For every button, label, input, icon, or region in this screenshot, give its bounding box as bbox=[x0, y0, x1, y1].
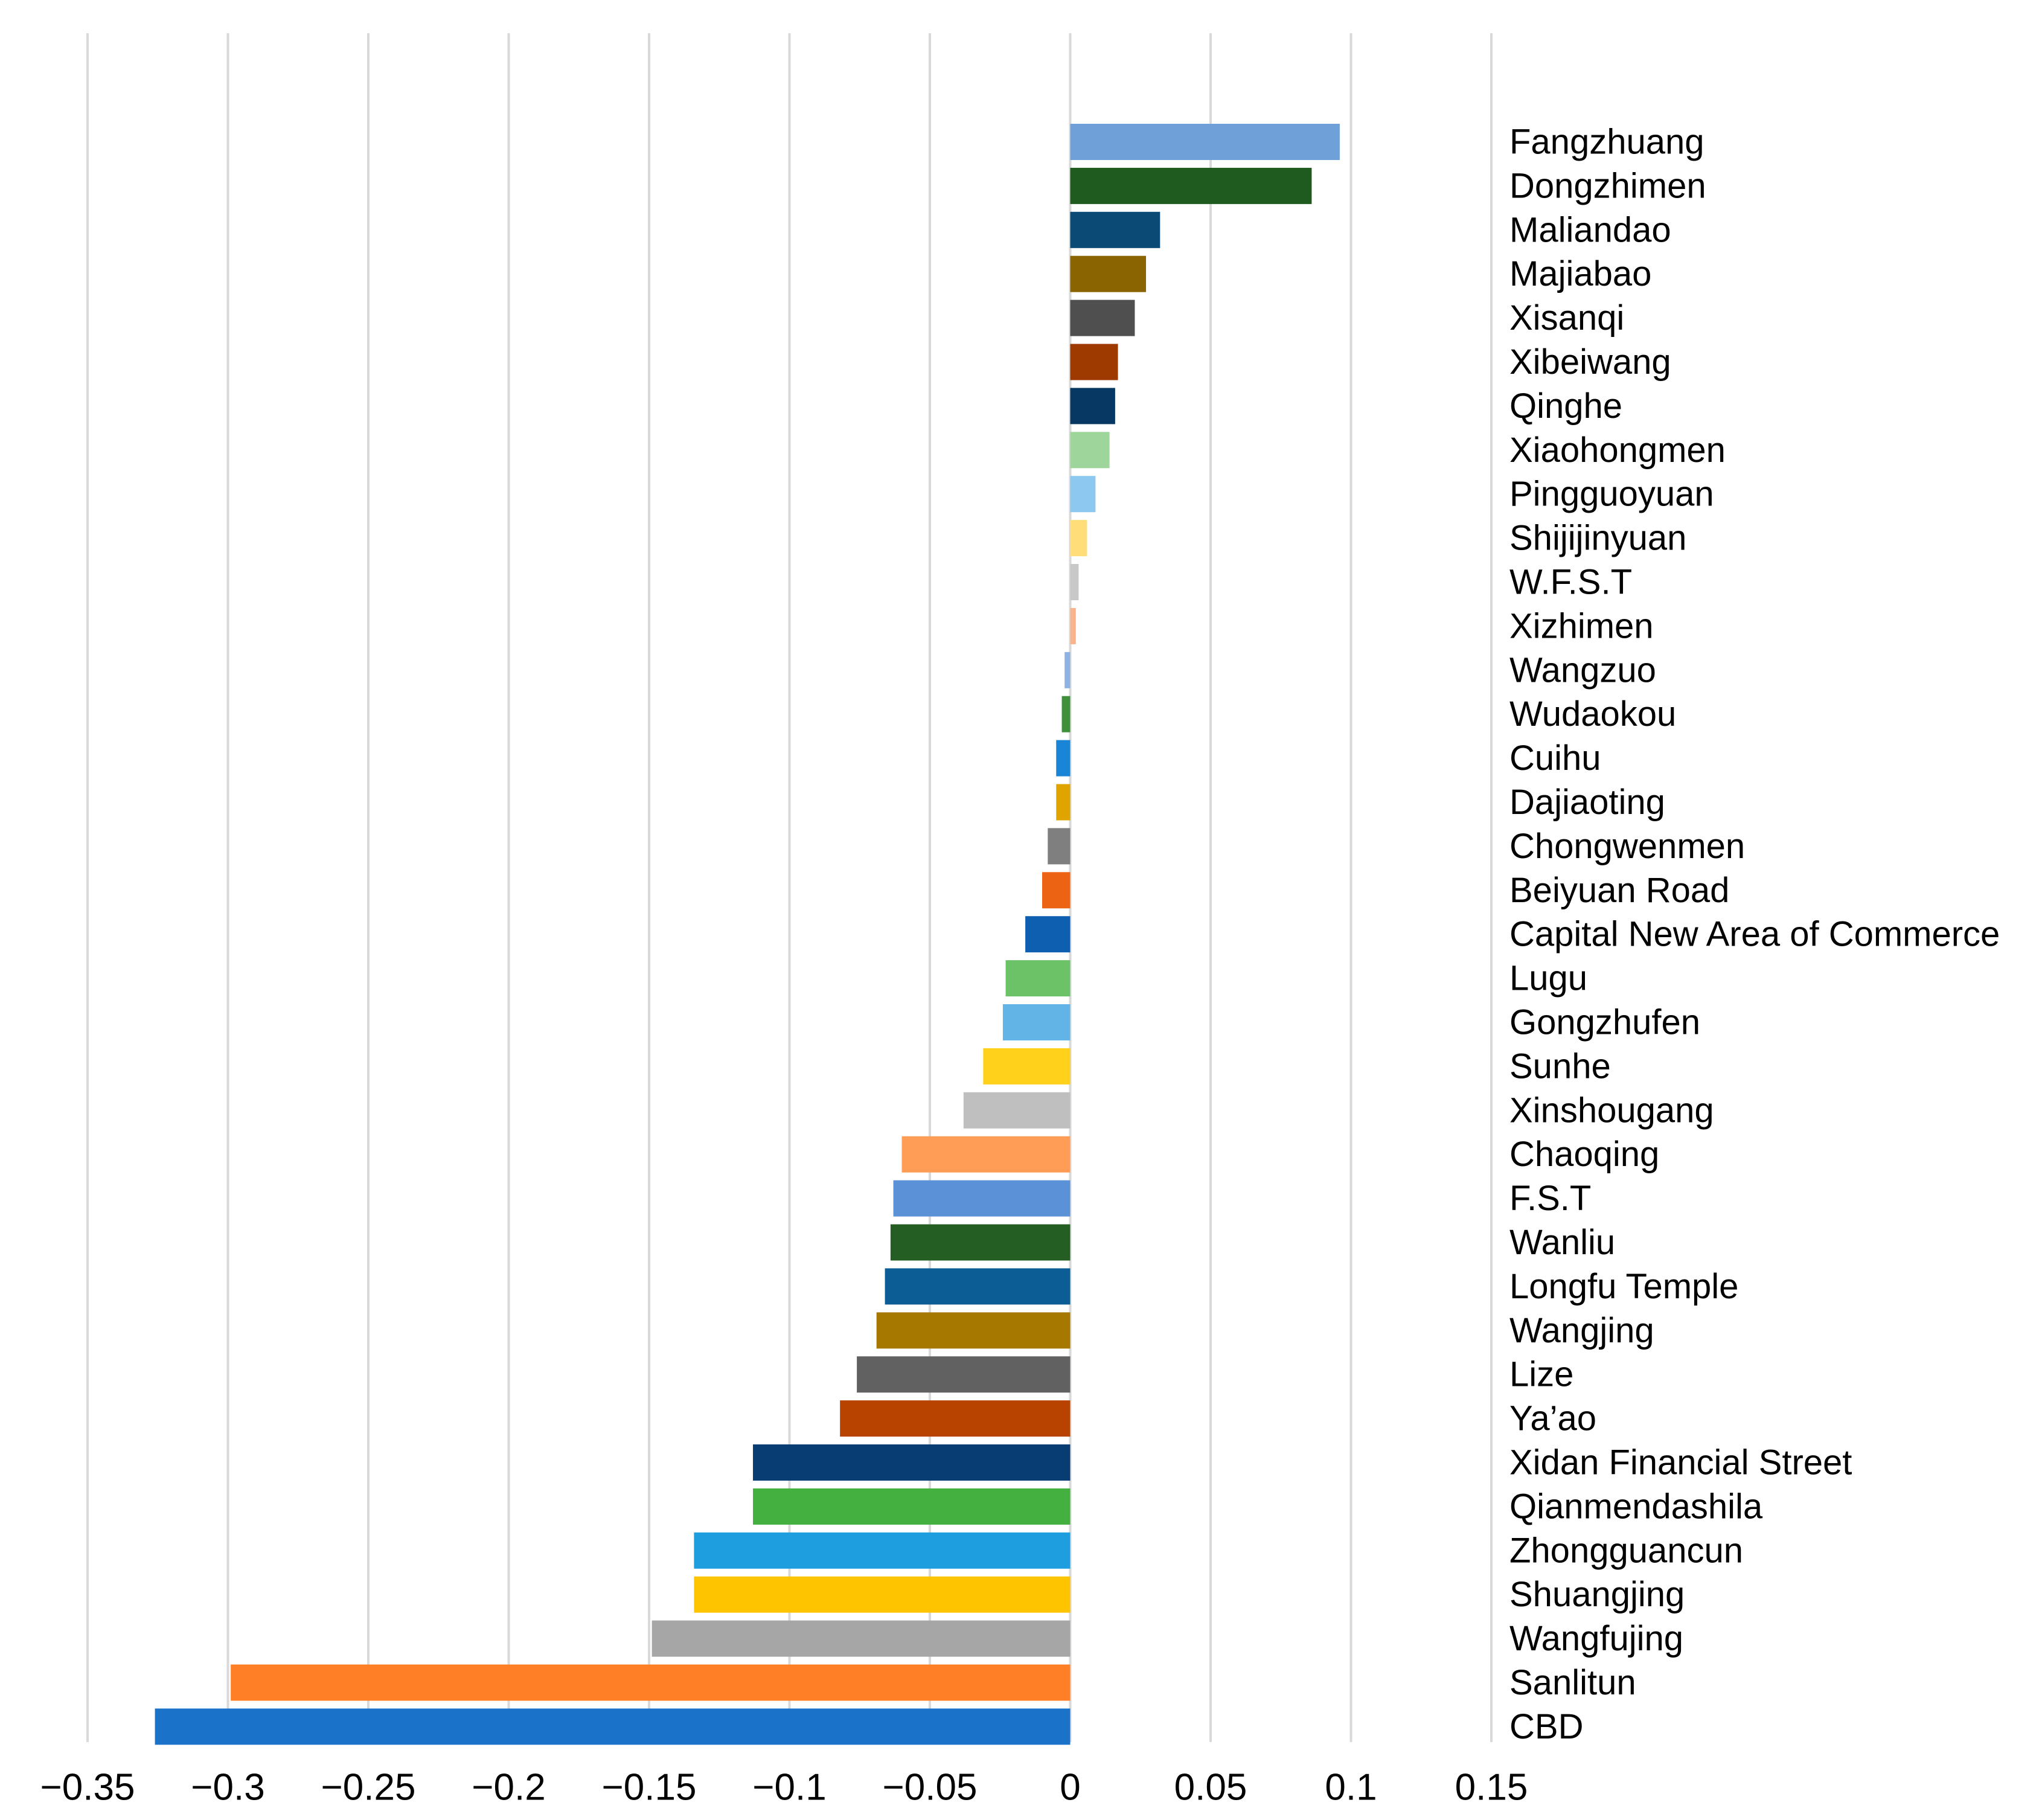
bar-23 bbox=[901, 1136, 1071, 1173]
bar-29 bbox=[840, 1400, 1071, 1437]
bar-24 bbox=[893, 1180, 1071, 1217]
category-label-22: Xinshougang bbox=[1509, 1091, 1714, 1130]
category-label-36: CBD bbox=[1509, 1707, 1583, 1746]
category-label-28: Lize bbox=[1509, 1355, 1573, 1394]
bar-30 bbox=[753, 1444, 1071, 1481]
x-tick-label-1: −0.3 bbox=[191, 1767, 264, 1809]
category-label-3: Majiabao bbox=[1509, 254, 1651, 293]
bar-20 bbox=[1002, 1004, 1071, 1040]
bar-36 bbox=[155, 1708, 1071, 1745]
category-label-16: Chongwenmen bbox=[1509, 827, 1745, 866]
bar-33 bbox=[694, 1576, 1071, 1613]
x-tick-label-3: −0.2 bbox=[472, 1767, 545, 1809]
x-tick-label-0: −0.35 bbox=[40, 1767, 135, 1809]
bar-7 bbox=[1070, 432, 1110, 469]
category-label-11: Xizhimen bbox=[1509, 606, 1654, 646]
category-label-29: Ya’ao bbox=[1509, 1399, 1596, 1438]
category-label-33: Shuangjing bbox=[1509, 1575, 1685, 1614]
category-label-8: Pingguoyuan bbox=[1509, 475, 1714, 514]
bar-32 bbox=[694, 1532, 1071, 1569]
bar-10 bbox=[1070, 564, 1079, 600]
category-label-6: Qinghe bbox=[1509, 386, 1622, 426]
bar-5 bbox=[1070, 344, 1118, 380]
x-tick-label-2: −0.25 bbox=[321, 1767, 416, 1809]
bar-17 bbox=[1042, 872, 1071, 909]
category-label-32: Zhongguancun bbox=[1509, 1531, 1743, 1570]
x-tick-label-4: −0.15 bbox=[602, 1767, 697, 1809]
category-label-4: Xisanqi bbox=[1509, 298, 1624, 338]
bar-16 bbox=[1048, 828, 1071, 865]
category-label-30: Xidan Financial Street bbox=[1509, 1443, 1852, 1482]
category-label-26: Longfu Temple bbox=[1509, 1267, 1738, 1306]
category-label-9: Shijijinyuan bbox=[1509, 519, 1686, 558]
category-label-31: Qianmendashila bbox=[1509, 1487, 1763, 1526]
bar-35 bbox=[231, 1664, 1071, 1701]
category-label-25: Wanliu bbox=[1509, 1223, 1615, 1262]
x-tick-label-6: −0.05 bbox=[883, 1767, 978, 1809]
x-tick-label-9: 0.1 bbox=[1325, 1767, 1377, 1809]
bar-15 bbox=[1056, 784, 1071, 821]
category-label-0: Fangzhuang bbox=[1509, 123, 1704, 162]
bar-19 bbox=[1005, 960, 1071, 997]
bar-26 bbox=[885, 1268, 1071, 1305]
x-axis-ticks: −0.35 −0.3 −0.25 −0.2 −0.15 −0.1 −0.05 0 0.05 0.1… bbox=[40, 1767, 1528, 1809]
category-labels: Fangzhuang Dongzhimen Maliandao Majiabao Xis… bbox=[1509, 123, 2000, 1746]
bar-11 bbox=[1070, 607, 1076, 644]
bar-8 bbox=[1070, 476, 1096, 513]
bars bbox=[155, 124, 1340, 1745]
category-label-35: Sanlitun bbox=[1509, 1663, 1636, 1702]
bar-2 bbox=[1070, 211, 1160, 248]
category-label-23: Chaoqing bbox=[1509, 1135, 1659, 1174]
bar-3 bbox=[1070, 255, 1147, 292]
category-label-5: Xibeiwang bbox=[1509, 342, 1671, 382]
bar-6 bbox=[1070, 388, 1115, 425]
category-label-19: Lugu bbox=[1509, 959, 1587, 998]
bar-21 bbox=[983, 1048, 1071, 1085]
bar-25 bbox=[890, 1224, 1071, 1261]
category-label-2: Maliandao bbox=[1509, 210, 1671, 249]
bar-18 bbox=[1025, 916, 1071, 953]
bar-14 bbox=[1056, 740, 1071, 777]
category-label-1: Dongzhimen bbox=[1509, 166, 1706, 205]
bar-28 bbox=[857, 1356, 1071, 1393]
category-label-14: Cuihu bbox=[1509, 739, 1601, 778]
category-label-13: Wudaokou bbox=[1509, 694, 1676, 734]
category-label-17: Beiyuan Road bbox=[1509, 871, 1729, 910]
bar-4 bbox=[1070, 300, 1135, 336]
category-label-27: Wangjing bbox=[1509, 1311, 1654, 1350]
category-label-7: Xiaohongmen bbox=[1509, 431, 1726, 470]
x-tick-label-5: −0.1 bbox=[752, 1767, 826, 1809]
category-label-18: Capital New Area of Commerce bbox=[1509, 915, 2000, 954]
bar-31 bbox=[753, 1488, 1071, 1525]
category-label-12: Wangzuo bbox=[1509, 650, 1656, 690]
x-tick-label-7: 0 bbox=[1060, 1767, 1080, 1809]
bar-13 bbox=[1061, 696, 1071, 732]
bar-27 bbox=[876, 1312, 1071, 1349]
category-label-20: Gongzhufen bbox=[1509, 1003, 1700, 1042]
x-tick-label-10: 0.15 bbox=[1455, 1767, 1528, 1809]
x-tick-label-8: 0.05 bbox=[1174, 1767, 1247, 1809]
category-label-10: W.F.S.T bbox=[1509, 563, 1632, 602]
bar-0 bbox=[1070, 124, 1340, 160]
gridlines bbox=[86, 33, 1493, 1742]
bar-22 bbox=[963, 1092, 1071, 1129]
category-label-24: F.S.T bbox=[1509, 1179, 1591, 1218]
bar-1 bbox=[1070, 167, 1312, 204]
category-label-15: Dajiaoting bbox=[1509, 783, 1665, 822]
category-label-34: Wangfujing bbox=[1509, 1619, 1683, 1658]
bar-34 bbox=[651, 1620, 1071, 1657]
bar-12 bbox=[1064, 652, 1071, 688]
category-label-21: Sunhe bbox=[1509, 1046, 1611, 1086]
bar-9 bbox=[1070, 520, 1087, 557]
